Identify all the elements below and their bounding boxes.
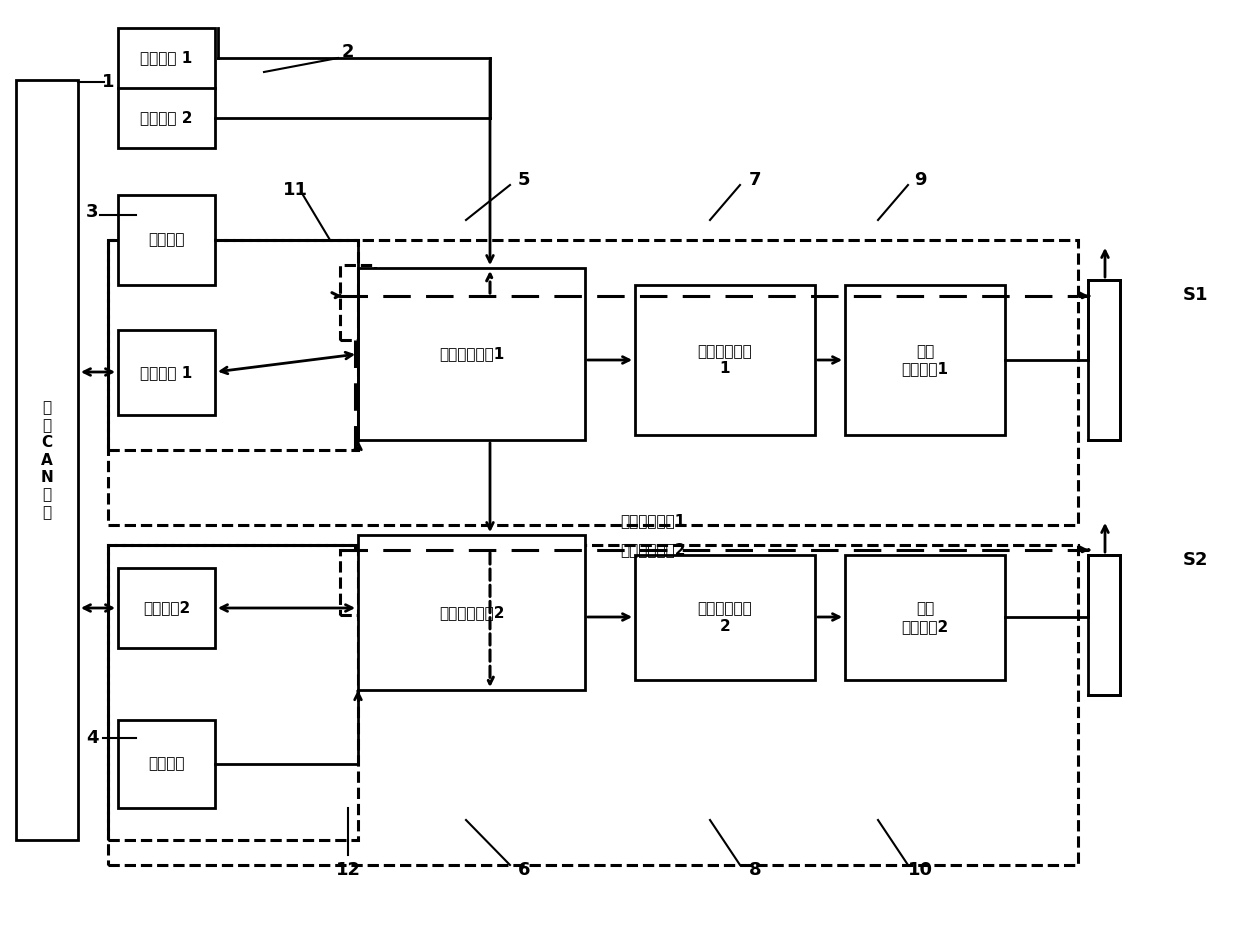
Bar bbox=[108, 545, 1078, 865]
Bar bbox=[108, 545, 358, 840]
Text: 供电电源 2: 供电电源 2 bbox=[140, 110, 192, 125]
Text: 制动控制单元1: 制动控制单元1 bbox=[620, 513, 686, 528]
Bar bbox=[118, 195, 215, 285]
Text: 通信电路 1: 通信电路 1 bbox=[140, 365, 192, 380]
Bar bbox=[358, 268, 585, 440]
Text: 控制决策模块2: 控制决策模块2 bbox=[439, 605, 505, 620]
Text: S1: S1 bbox=[1182, 286, 1208, 304]
Text: 制动控制单元2: 制动控制单元2 bbox=[620, 542, 686, 557]
Bar bbox=[340, 265, 374, 340]
Text: 8: 8 bbox=[749, 861, 761, 879]
Bar bbox=[118, 330, 215, 415]
Text: 11: 11 bbox=[283, 181, 308, 199]
Text: 电机
执行机构1: 电机 执行机构1 bbox=[901, 344, 949, 376]
Bar bbox=[844, 285, 1004, 435]
Bar bbox=[635, 285, 815, 435]
Text: 3: 3 bbox=[86, 203, 98, 221]
Bar bbox=[844, 555, 1004, 680]
Text: 2: 2 bbox=[342, 43, 355, 61]
Text: 驻车驱动模块
1: 驻车驱动模块 1 bbox=[698, 344, 753, 376]
Text: 供电电源 1: 供电电源 1 bbox=[140, 50, 192, 66]
Text: 1: 1 bbox=[102, 73, 114, 91]
Text: S2: S2 bbox=[1182, 551, 1208, 569]
Bar bbox=[16, 80, 78, 840]
Bar bbox=[1087, 280, 1120, 440]
Text: 10: 10 bbox=[908, 861, 932, 879]
Text: 驻车请求: 驻车请求 bbox=[149, 233, 185, 248]
Text: 控制决策模块1: 控制决策模块1 bbox=[439, 347, 505, 362]
Bar bbox=[358, 535, 585, 690]
Bar bbox=[118, 568, 215, 648]
Text: 7: 7 bbox=[749, 171, 761, 189]
Text: 驻车请求: 驻车请求 bbox=[149, 756, 185, 771]
Text: 12: 12 bbox=[336, 861, 361, 879]
Bar bbox=[108, 240, 1078, 525]
Text: 电机
执行机构2: 电机 执行机构2 bbox=[901, 602, 949, 634]
Bar bbox=[118, 720, 215, 808]
Bar bbox=[340, 550, 374, 615]
Text: 9: 9 bbox=[914, 171, 926, 189]
Text: 6: 6 bbox=[518, 861, 531, 879]
Text: 整
车
C
A
N
网
络: 整 车 C A N 网 络 bbox=[41, 400, 53, 520]
Bar bbox=[118, 28, 215, 148]
Text: 5: 5 bbox=[518, 171, 531, 189]
Bar bbox=[1087, 555, 1120, 695]
Bar bbox=[108, 240, 358, 450]
Text: 驻车驱动模块
2: 驻车驱动模块 2 bbox=[698, 602, 753, 634]
Text: 4: 4 bbox=[86, 729, 98, 747]
Bar bbox=[635, 555, 815, 680]
Text: 通信电路2: 通信电路2 bbox=[143, 601, 190, 616]
